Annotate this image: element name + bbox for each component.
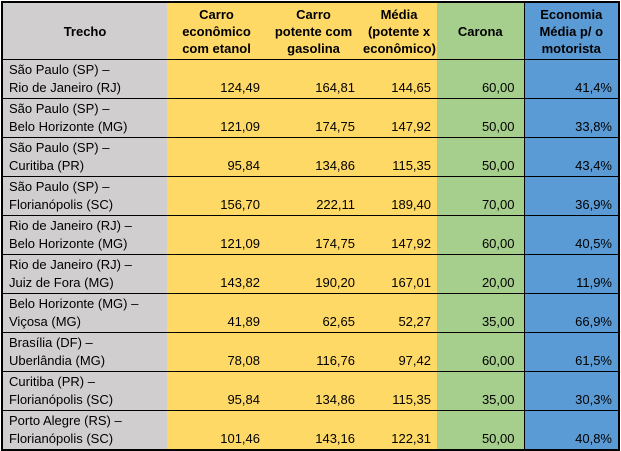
economia-cell: 61,5% — [523, 332, 619, 372]
carro-economico-cell: 41,89 — [167, 293, 266, 333]
carona-cell: 35,00 — [437, 371, 524, 411]
media-cell: 97,42 — [361, 332, 437, 372]
carro-potente-cell: 164,81 — [266, 59, 361, 99]
media-cell: 167,01 — [361, 254, 437, 294]
trecho-cell: Rio de Janeiro (RJ) – Juiz de Fora (MG) — [2, 254, 167, 294]
economia-cell: 40,5% — [523, 215, 619, 255]
economia-cell: 36,9% — [523, 176, 619, 216]
table-row: São Paulo (SP) – Florianópolis (SC) 156,… — [2, 176, 619, 216]
carro-economico-cell: 95,84 — [167, 137, 266, 177]
carro-potente-cell: 174,75 — [266, 98, 361, 138]
economia-cell: 11,9% — [523, 254, 619, 294]
header-economia: Economia Média p/ o motorista — [523, 2, 619, 60]
media-cell: 189,40 — [361, 176, 437, 216]
carona-cell: 20,00 — [437, 254, 524, 294]
trecho-cell: Curitiba (PR) – Florianópolis (SC) — [2, 371, 167, 411]
carona-cell: 70,00 — [437, 176, 524, 216]
carro-economico-cell: 78,08 — [167, 332, 266, 372]
table-row: São Paulo (SP) – Rio de Janeiro (RJ) 124… — [2, 59, 619, 99]
carona-cell: 60,00 — [437, 59, 524, 99]
media-cell: 52,27 — [361, 293, 437, 333]
table-row: Porto Alegre (RS) – Florianópolis (SC) 1… — [2, 410, 619, 451]
carro-economico-cell: 95,84 — [167, 371, 266, 411]
trecho-cell: Brasília (DF) – Uberlândia (MG) — [2, 332, 167, 372]
carona-cell: 60,00 — [437, 215, 524, 255]
table-row: Belo Horizonte (MG) – Viçosa (MG) 41,89 … — [2, 293, 619, 333]
carro-potente-cell: 62,65 — [266, 293, 361, 333]
table-row: Curitiba (PR) – Florianópolis (SC) 95,84… — [2, 371, 619, 411]
carona-cell: 60,00 — [437, 332, 524, 372]
carro-potente-cell: 116,76 — [266, 332, 361, 372]
table-row: São Paulo (SP) – Curitiba (PR) 95,84 134… — [2, 137, 619, 177]
carro-potente-cell: 222,11 — [266, 176, 361, 216]
economia-cell: 30,3% — [523, 371, 619, 411]
media-cell: 115,35 — [361, 137, 437, 177]
trecho-cell: São Paulo (SP) – Curitiba (PR) — [2, 137, 167, 177]
header-carro-potente: Carro potente com gasolina — [266, 2, 361, 60]
carona-cell: 35,00 — [437, 293, 524, 333]
trecho-cell: Rio de Janeiro (RJ) – Belo Horizonte (MG… — [2, 215, 167, 255]
table-row: São Paulo (SP) – Belo Horizonte (MG) 121… — [2, 98, 619, 138]
carro-economico-cell: 143,82 — [167, 254, 266, 294]
carro-potente-cell: 190,20 — [266, 254, 361, 294]
table-row: Rio de Janeiro (RJ) – Juiz de Fora (MG) … — [2, 254, 619, 294]
trecho-cell: São Paulo (SP) – Florianópolis (SC) — [2, 176, 167, 216]
economia-cell: 40,8% — [523, 410, 619, 451]
carro-economico-cell: 156,70 — [167, 176, 266, 216]
table-row: Brasília (DF) – Uberlândia (MG) 78,08 11… — [2, 332, 619, 372]
header-trecho: Trecho — [2, 2, 167, 60]
header-carona: Carona — [437, 2, 524, 60]
trecho-cell: São Paulo (SP) – Rio de Janeiro (RJ) — [2, 59, 167, 99]
carro-potente-cell: 134,86 — [266, 371, 361, 411]
economia-cell: 43,4% — [523, 137, 619, 177]
carro-potente-cell: 143,16 — [266, 410, 361, 451]
table-header-row: Trecho Carro econômico com etanol Carro … — [2, 2, 619, 60]
trecho-cell: Belo Horizonte (MG) – Viçosa (MG) — [2, 293, 167, 333]
carro-economico-cell: 101,46 — [167, 410, 266, 451]
header-carro-economico: Carro econômico com etanol — [167, 2, 266, 60]
header-media: Média (potente x econômico) — [361, 2, 437, 60]
carro-potente-cell: 174,75 — [266, 215, 361, 255]
economia-cell: 33,8% — [523, 98, 619, 138]
carona-cell: 50,00 — [437, 137, 524, 177]
table-row: Rio de Janeiro (RJ) – Belo Horizonte (MG… — [2, 215, 619, 255]
carro-economico-cell: 121,09 — [167, 215, 266, 255]
carro-economico-cell: 124,49 — [167, 59, 266, 99]
economia-cell: 41,4% — [523, 59, 619, 99]
trecho-cell: São Paulo (SP) – Belo Horizonte (MG) — [2, 98, 167, 138]
media-cell: 147,92 — [361, 215, 437, 255]
economia-cell: 66,9% — [523, 293, 619, 333]
media-cell: 122,31 — [361, 410, 437, 451]
media-cell: 147,92 — [361, 98, 437, 138]
media-cell: 144,65 — [361, 59, 437, 99]
carro-economico-cell: 121,09 — [167, 98, 266, 138]
carona-cell: 50,00 — [437, 98, 524, 138]
carona-cell: 50,00 — [437, 410, 524, 451]
carro-potente-cell: 134,86 — [266, 137, 361, 177]
media-cell: 115,35 — [361, 371, 437, 411]
trecho-cell: Porto Alegre (RS) – Florianópolis (SC) — [2, 410, 167, 451]
